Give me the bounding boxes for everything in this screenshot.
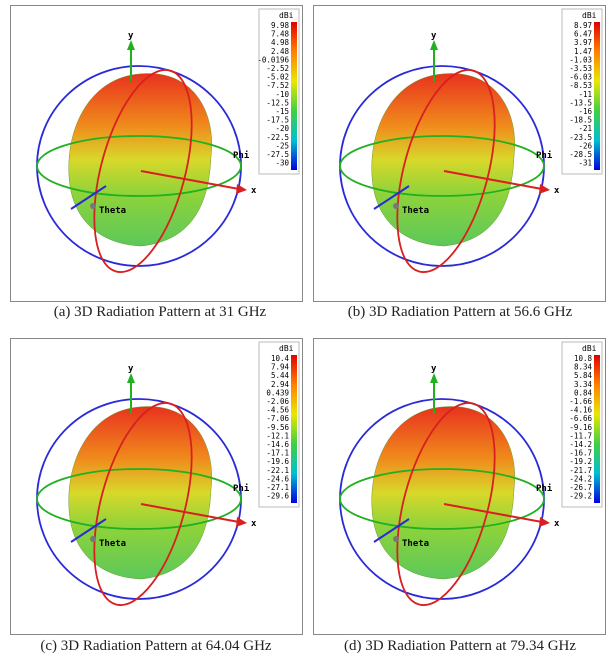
- panel: yxPhiThetadBi9.987.484.982.48-0.0196-2.5…: [10, 5, 303, 302]
- x-arrow: [236, 184, 247, 194]
- colorbar: [291, 22, 297, 170]
- colorbar-label: -30: [275, 159, 289, 168]
- pattern-plot: yxPhiThetadBi9.987.484.982.48-0.0196-2.5…: [11, 6, 302, 301]
- colorbar-unit: dBi: [279, 344, 294, 353]
- x-label: x: [554, 186, 560, 196]
- y-label: y: [431, 31, 437, 41]
- x-label: x: [251, 519, 257, 529]
- colorbar-label: -31: [578, 159, 592, 168]
- pattern-plot: yxPhiThetadBi10.88.345.843.340.84-1.66-4…: [314, 339, 605, 634]
- y-label: y: [128, 364, 134, 374]
- colorbar-unit: dBi: [279, 11, 294, 20]
- y-label: y: [128, 31, 134, 41]
- colorbar-label: -29.2: [569, 492, 592, 501]
- caption: (d) 3D Radiation Pattern at 79.34 GHz: [310, 638, 610, 655]
- pattern-plot: yxPhiThetadBi8.976.473.971.47-1.03-3.53-…: [314, 6, 605, 301]
- y-arrow: [430, 40, 438, 50]
- phi-label: Phi: [233, 150, 250, 161]
- caption: (b) 3D Radiation Pattern at 56.6 GHz: [310, 304, 610, 321]
- x-arrow: [539, 184, 550, 194]
- panel: yxPhiThetadBi10.47.945.442.940.439-2.06-…: [10, 338, 303, 635]
- theta-dot: [393, 536, 399, 542]
- theta-label: Theta: [99, 539, 126, 549]
- x-label: x: [554, 519, 560, 529]
- phi-label: Phi: [536, 150, 553, 161]
- theta-dot: [393, 203, 399, 209]
- theta-label: Theta: [402, 206, 429, 216]
- y-arrow: [127, 40, 135, 50]
- pattern-plot: yxPhiThetadBi10.47.945.442.940.439-2.06-…: [11, 339, 302, 634]
- phi-label: Phi: [536, 483, 553, 494]
- x-arrow: [236, 517, 247, 527]
- colorbar: [594, 22, 600, 170]
- theta-dot: [90, 536, 96, 542]
- x-label: x: [251, 186, 257, 196]
- colorbar: [594, 355, 600, 503]
- colorbar-label: -29.6: [266, 492, 289, 501]
- y-arrow: [127, 373, 135, 383]
- figure: yxPhiThetadBi9.987.484.982.48-0.0196-2.5…: [0, 0, 610, 670]
- colorbar-unit: dBi: [582, 11, 597, 20]
- caption: (c) 3D Radiation Pattern at 64.04 GHz: [6, 638, 306, 655]
- theta-label: Theta: [99, 206, 126, 216]
- colorbar-unit: dBi: [582, 344, 597, 353]
- y-label: y: [431, 364, 437, 374]
- caption: (a) 3D Radiation Pattern at 31 GHz: [10, 304, 310, 321]
- colorbar: [291, 355, 297, 503]
- x-arrow: [539, 517, 550, 527]
- y-arrow: [430, 373, 438, 383]
- phi-label: Phi: [233, 483, 250, 494]
- theta-label: Theta: [402, 539, 429, 549]
- theta-dot: [90, 203, 96, 209]
